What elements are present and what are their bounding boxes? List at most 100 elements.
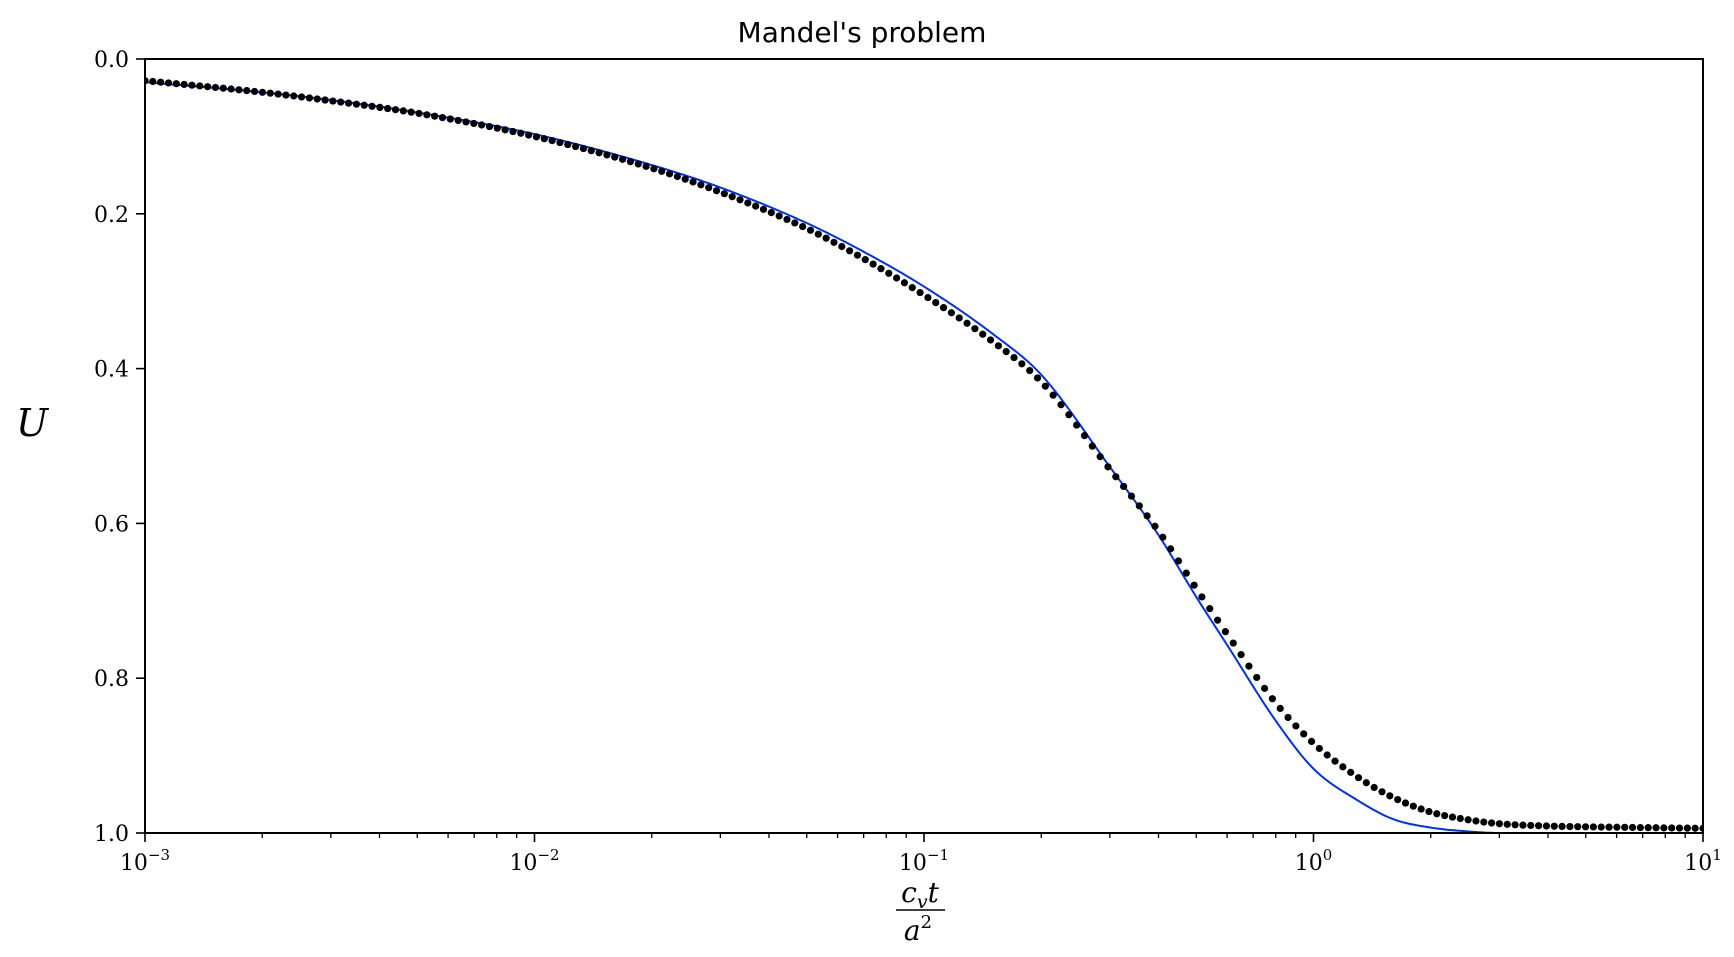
data-point — [924, 293, 932, 302]
data-point — [219, 84, 227, 92]
data-point — [1480, 818, 1488, 826]
data-point — [1284, 713, 1292, 722]
data-point — [1307, 737, 1316, 746]
data-point — [1010, 353, 1018, 362]
data-point — [391, 106, 400, 114]
data-point — [885, 269, 893, 277]
x-axis: 10−3 10−2 10−1 100 101 — [120, 833, 1722, 876]
data-point — [1621, 823, 1629, 831]
data-point — [579, 144, 588, 153]
data-point — [1660, 824, 1668, 832]
data-point — [869, 260, 877, 268]
data-point — [1472, 817, 1480, 825]
data-point — [712, 187, 721, 195]
data-point — [1691, 824, 1699, 832]
data-point — [1159, 533, 1167, 541]
chart-title: Mandel's problem — [738, 16, 987, 49]
data-point — [1456, 814, 1464, 823]
data-point — [384, 104, 392, 113]
data-point — [196, 82, 204, 90]
data-point — [1425, 807, 1433, 816]
y-axis: 0.0 0.2 0.4 0.6 0.8 1.0 — [94, 48, 145, 847]
data-point — [399, 107, 407, 115]
data-point — [963, 319, 971, 327]
data-point — [759, 205, 768, 213]
data-point — [1127, 492, 1136, 500]
data-point — [1511, 821, 1519, 829]
data-point — [697, 181, 705, 189]
data-point — [1041, 382, 1049, 390]
data-point — [1073, 421, 1081, 429]
data-point — [1362, 779, 1370, 787]
series-layer — [145, 77, 1703, 833]
data-point — [1033, 374, 1042, 382]
data-point — [532, 133, 541, 141]
data-point — [1206, 605, 1214, 613]
data-points — [145, 77, 1703, 832]
data-point — [1245, 662, 1253, 670]
data-point — [665, 170, 674, 178]
data-point — [908, 284, 916, 292]
data-point — [282, 91, 290, 99]
data-point — [1644, 824, 1652, 832]
data-point — [1135, 502, 1143, 510]
y-tick-label: 0.2 — [94, 203, 129, 228]
data-point — [1378, 788, 1386, 796]
y-tick-label: 0.6 — [94, 512, 129, 537]
data-point — [1652, 824, 1660, 832]
data-point — [705, 184, 713, 192]
x-tick-label: 10−3 — [120, 846, 170, 876]
data-point — [1668, 824, 1676, 832]
data-point — [1347, 768, 1355, 776]
data-point — [634, 160, 642, 168]
data-point — [235, 86, 243, 94]
data-point — [1268, 695, 1276, 703]
data-point — [814, 230, 822, 238]
y-tick-label: 0.4 — [94, 358, 129, 383]
data-point — [1331, 757, 1339, 765]
data-point — [344, 99, 353, 107]
data-point — [376, 103, 384, 112]
data-point — [337, 98, 345, 106]
data-point — [305, 94, 314, 102]
data-point — [548, 137, 556, 145]
data-point — [180, 80, 188, 89]
data-point — [164, 79, 173, 87]
data-point — [744, 199, 752, 207]
x-label-denominator-sup: 2 — [921, 912, 932, 933]
data-point — [1057, 401, 1065, 409]
data-point — [1605, 823, 1613, 831]
y-tick-label: 1.0 — [94, 822, 129, 847]
data-point — [525, 131, 533, 139]
data-point — [1519, 821, 1527, 829]
data-point — [1143, 512, 1151, 520]
data-point — [1409, 802, 1417, 810]
y-tick-label: 0.8 — [94, 667, 129, 692]
x-label-numerator-sub: v — [917, 891, 928, 913]
data-point — [1441, 811, 1449, 820]
data-point — [1167, 545, 1175, 553]
data-point — [603, 151, 611, 159]
data-point — [1080, 432, 1089, 440]
data-point — [650, 165, 658, 173]
data-point — [1597, 823, 1605, 831]
data-point — [321, 96, 329, 104]
data-point — [1276, 704, 1284, 713]
data-point — [932, 299, 940, 307]
data-point — [595, 149, 603, 157]
data-point — [689, 178, 697, 186]
data-point — [1581, 823, 1590, 831]
data-point — [290, 92, 298, 100]
x-label-numerator-tail: t — [928, 876, 940, 909]
data-point — [673, 172, 681, 181]
data-point — [188, 81, 196, 89]
data-point — [916, 288, 924, 297]
data-point — [1370, 783, 1378, 792]
plot-frame — [144, 58, 1704, 834]
data-point — [572, 142, 580, 151]
data-point — [1574, 823, 1582, 831]
data-point — [1683, 824, 1691, 832]
data-point — [368, 102, 376, 110]
data-point — [266, 89, 274, 97]
